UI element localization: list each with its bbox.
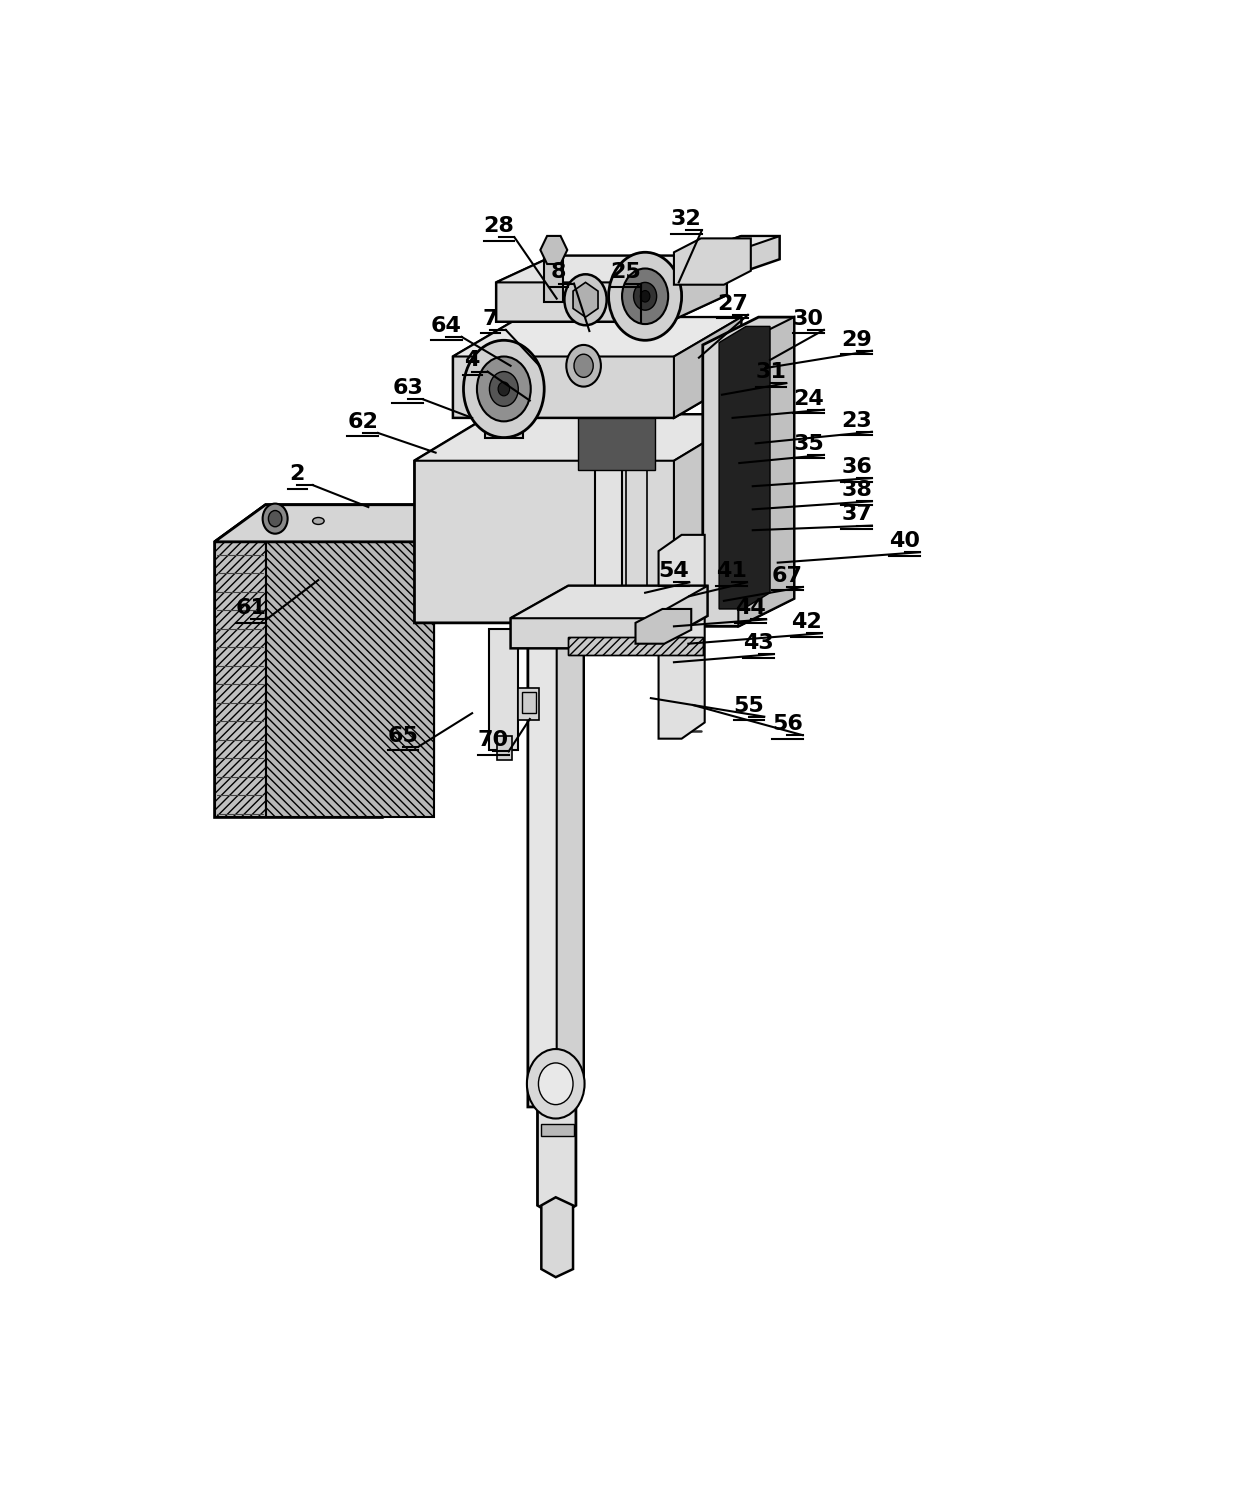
Polygon shape	[738, 317, 794, 626]
Circle shape	[640, 290, 650, 302]
Polygon shape	[703, 317, 794, 626]
Polygon shape	[215, 505, 434, 818]
Text: 35: 35	[794, 433, 823, 454]
Polygon shape	[215, 541, 265, 818]
Circle shape	[477, 356, 531, 421]
Polygon shape	[658, 535, 704, 738]
Text: 61: 61	[236, 599, 267, 618]
Polygon shape	[675, 239, 751, 284]
Polygon shape	[557, 609, 584, 1107]
Circle shape	[574, 286, 598, 314]
Text: 67: 67	[771, 566, 802, 587]
Bar	[544, 250, 563, 302]
Text: 54: 54	[658, 561, 689, 581]
Text: 29: 29	[841, 329, 872, 349]
Polygon shape	[528, 609, 584, 1107]
Polygon shape	[541, 236, 567, 265]
Circle shape	[574, 355, 593, 378]
Bar	[542, 1125, 574, 1136]
Polygon shape	[215, 505, 434, 541]
Text: 64: 64	[430, 316, 461, 335]
Polygon shape	[675, 415, 751, 623]
Bar	[485, 391, 523, 438]
Polygon shape	[265, 541, 434, 818]
Circle shape	[490, 371, 518, 406]
Polygon shape	[670, 256, 727, 322]
Polygon shape	[511, 587, 708, 648]
Polygon shape	[578, 418, 655, 469]
Polygon shape	[215, 505, 481, 541]
Polygon shape	[573, 283, 598, 317]
Polygon shape	[701, 236, 780, 250]
Polygon shape	[675, 317, 742, 418]
Text: 65: 65	[388, 725, 418, 746]
Bar	[490, 629, 518, 750]
Polygon shape	[414, 415, 751, 623]
Text: 30: 30	[794, 308, 823, 329]
Circle shape	[527, 1050, 584, 1119]
Text: 70: 70	[477, 731, 508, 750]
Bar	[595, 450, 622, 621]
Circle shape	[609, 253, 682, 340]
Text: 32: 32	[671, 209, 702, 229]
Polygon shape	[568, 636, 703, 656]
Polygon shape	[701, 236, 780, 274]
Circle shape	[567, 344, 601, 387]
Polygon shape	[453, 317, 742, 356]
Circle shape	[268, 510, 281, 526]
Polygon shape	[635, 609, 691, 644]
Circle shape	[622, 269, 668, 323]
Text: 38: 38	[841, 480, 872, 501]
Text: 62: 62	[347, 412, 378, 432]
Circle shape	[634, 283, 657, 310]
Text: 55: 55	[734, 695, 764, 716]
Text: 8: 8	[551, 262, 567, 283]
Text: 37: 37	[841, 504, 872, 525]
Text: 24: 24	[794, 388, 823, 409]
Polygon shape	[719, 326, 770, 609]
Text: 23: 23	[841, 411, 872, 430]
Polygon shape	[453, 317, 742, 418]
Text: 27: 27	[717, 293, 748, 314]
Text: 40: 40	[889, 531, 920, 550]
Bar	[522, 692, 536, 713]
Circle shape	[498, 382, 510, 396]
Polygon shape	[414, 415, 751, 460]
Polygon shape	[496, 256, 727, 283]
Text: 41: 41	[717, 561, 746, 581]
Text: 43: 43	[743, 633, 774, 653]
Text: 31: 31	[755, 362, 786, 382]
Circle shape	[263, 504, 288, 534]
Circle shape	[464, 340, 544, 438]
Text: 7: 7	[482, 308, 498, 329]
Circle shape	[564, 274, 606, 325]
Text: 28: 28	[484, 217, 515, 236]
Polygon shape	[537, 1078, 575, 1217]
Text: 2: 2	[290, 463, 305, 484]
Text: 36: 36	[841, 457, 872, 477]
Bar	[497, 737, 512, 760]
Text: 44: 44	[735, 599, 766, 618]
Text: 42: 42	[791, 612, 822, 632]
Circle shape	[538, 1063, 573, 1104]
Ellipse shape	[312, 517, 324, 525]
Text: 4: 4	[465, 350, 480, 370]
Text: 63: 63	[392, 378, 423, 399]
Text: 56: 56	[773, 714, 802, 734]
Bar	[626, 471, 647, 609]
Text: 25: 25	[610, 262, 641, 283]
Polygon shape	[496, 256, 727, 322]
Bar	[518, 687, 539, 720]
Polygon shape	[511, 587, 708, 618]
Polygon shape	[542, 1197, 573, 1277]
